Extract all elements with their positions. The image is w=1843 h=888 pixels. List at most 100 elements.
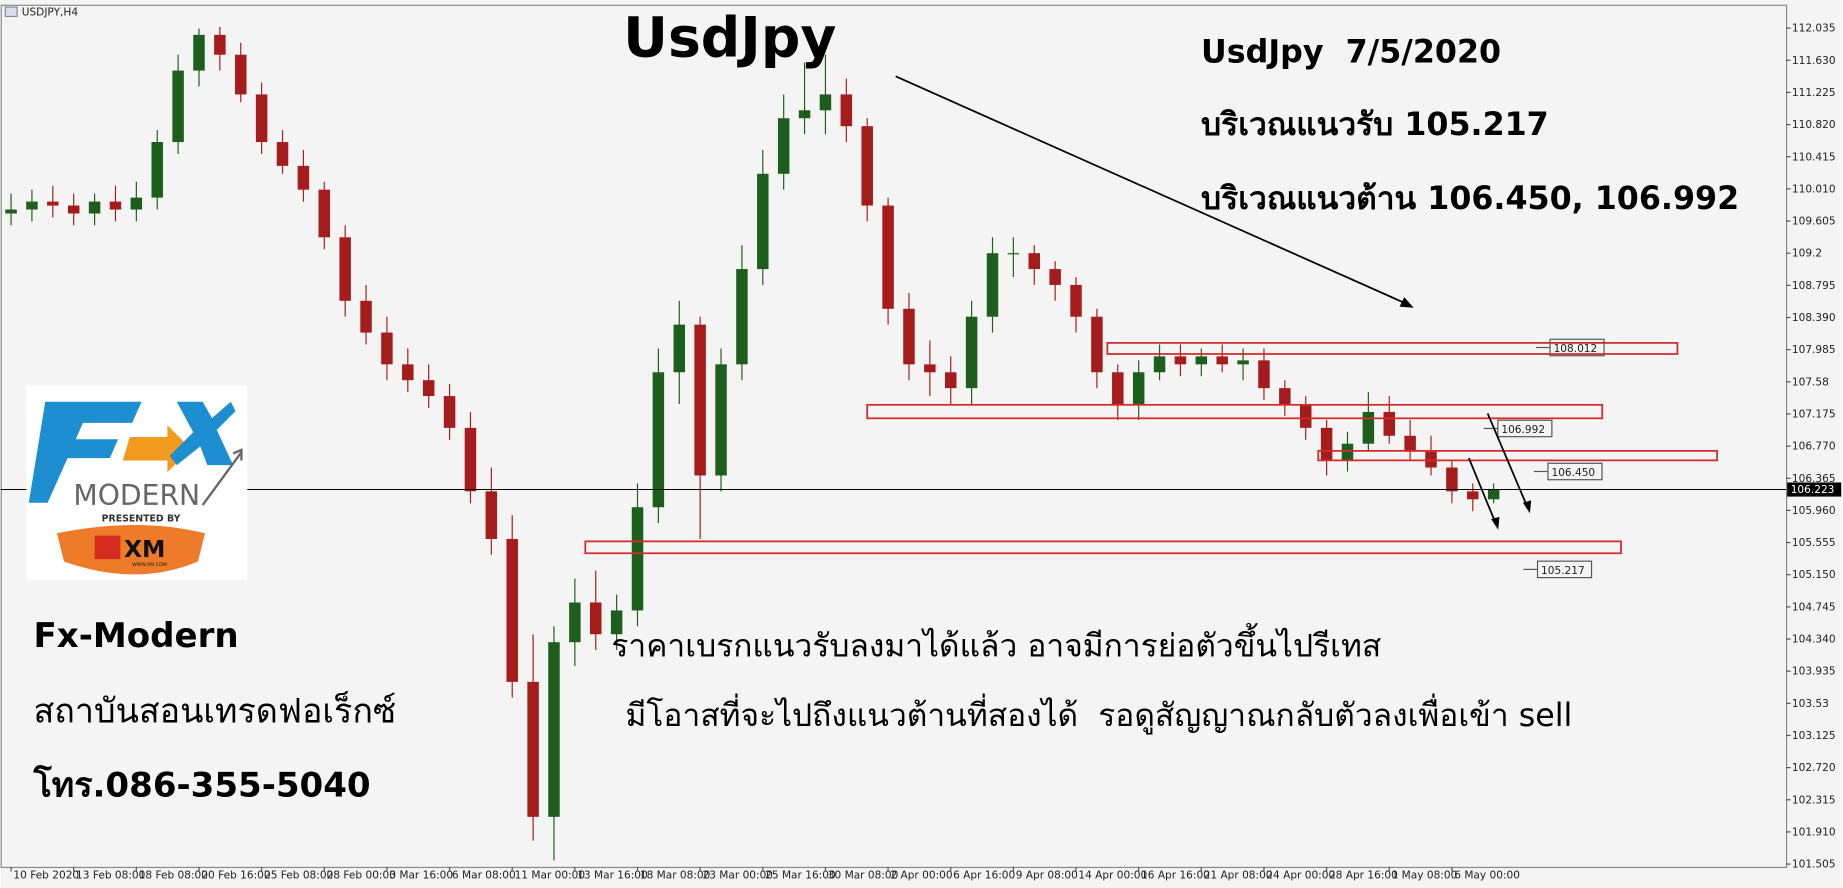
y-tick-label: 107.58 [1792, 376, 1829, 388]
x-tick-label: 16 Apr 16:00 [1141, 870, 1210, 882]
y-tick-label: 107.985 [1792, 344, 1836, 356]
candle-body [1195, 356, 1208, 365]
x-tick-label: 18 Mar 08:00 [640, 870, 711, 882]
y-tick-label: 104.340 [1792, 634, 1836, 646]
x-tick-label: 1 May 08:00 [1392, 870, 1458, 882]
candle-body [548, 642, 560, 817]
y-tick-label: 105.960 [1792, 505, 1836, 517]
x-tick-label: 23 Mar 00:00 [703, 870, 774, 882]
candle-body [1362, 411, 1375, 444]
candle-body [318, 189, 331, 238]
candle-body [527, 681, 539, 817]
x-tick-label: 24 Apr 00:00 [1266, 870, 1335, 882]
candle-body [1279, 388, 1291, 405]
candle-body [1446, 467, 1458, 492]
y-tick-label: 102.315 [1792, 794, 1836, 806]
y-tick-label: 106.770 [1792, 441, 1836, 453]
plot: 112.035 111.630 111.225 110.820 110.415 110.0… [0, 23, 1842, 882]
y-tick-label: 101.910 [1792, 826, 1836, 838]
candle-body [506, 538, 518, 682]
x-tick-label: 6 May 00:00 [1454, 870, 1520, 882]
candle-body [1091, 316, 1103, 373]
zone-label-box [1536, 560, 1593, 579]
candle-body [88, 201, 101, 214]
candle-body [235, 54, 247, 95]
logo-swoosh [201, 448, 243, 506]
logo-xm-icon [94, 535, 121, 560]
candle-body [443, 396, 456, 428]
x-tick-label: 11 Mar 00:00 [515, 870, 586, 882]
y-tick-label: 111.225 [1792, 87, 1836, 99]
arrow [895, 75, 1411, 307]
candle-body [986, 253, 999, 317]
candle-body [673, 324, 686, 373]
arrow [1486, 413, 1529, 508]
candle-body [130, 197, 143, 210]
logo: FX MODERN PRESENTED BY XM WWW.XM.COM [26, 385, 248, 581]
candle-body [1070, 284, 1082, 317]
candle-body [944, 372, 957, 389]
candle-body [861, 126, 873, 206]
candle-body [1467, 491, 1479, 500]
y-tick-label: 104.745 [1792, 601, 1836, 613]
candle-body [631, 507, 644, 611]
candle-body [652, 372, 665, 508]
x-tick-label: 13 Mar 16:00 [577, 870, 648, 882]
logo-name: MODERN [73, 479, 200, 512]
candle-body [276, 142, 289, 166]
current-price-label: 106.223 [1791, 484, 1835, 496]
candle-body [67, 205, 80, 214]
arrow-head [1522, 500, 1532, 514]
candle-body [965, 316, 978, 389]
plot-frame [0, 4, 1788, 869]
y-tick-label: 111.630 [1792, 55, 1836, 67]
x-tick-label: 6 Apr 16:00 [953, 870, 1015, 882]
candle-body [715, 364, 727, 476]
x-tick-label: 21 Apr 08:00 [1204, 870, 1273, 882]
y-tick-label: 105.150 [1792, 569, 1836, 581]
candle-body [840, 94, 853, 127]
y-tick-label: 107.175 [1792, 408, 1836, 420]
candle-body [736, 269, 748, 365]
x-tick-label: 3 Mar 16:00 [389, 870, 453, 882]
candle-body [694, 324, 706, 476]
logo-band [56, 525, 205, 575]
candle-body [1112, 372, 1124, 405]
candle-body [1299, 404, 1312, 428]
x-tick-label: 25 Feb 08:00 [264, 870, 334, 882]
candle-body [777, 118, 790, 174]
x-tick-label: 28 Apr 16:00 [1329, 870, 1398, 882]
zone-label: 106.992 [1501, 424, 1545, 436]
x-tick-label: 25 Mar 16:00 [765, 870, 836, 882]
candle-body [172, 70, 184, 143]
y-tick-label: 110.415 [1792, 151, 1836, 163]
logo-sponsor: XM [124, 535, 165, 563]
support-note: บริเวณแนวรับ 105.217 [1201, 107, 1549, 143]
candle-body [5, 209, 17, 214]
y-tick-label: 110.820 [1792, 119, 1836, 131]
current-price-box [1787, 482, 1842, 497]
candle-body [819, 94, 832, 111]
logo-presented: PRESENTED BY [102, 514, 181, 525]
zone-label-box [1547, 462, 1603, 481]
candle-body [47, 201, 59, 206]
x-tick-label: 9 Apr 08:00 [1016, 870, 1078, 882]
chart-title: UsdJpy [623, 6, 836, 70]
y-tick-label: 108.795 [1792, 280, 1836, 292]
y-tick-label: 103.125 [1792, 730, 1836, 742]
candle-body [1404, 435, 1416, 452]
x-tick-label: 2 Apr 00:00 [890, 870, 952, 882]
x-tick-label: 13 Feb 08:00 [76, 870, 146, 882]
candle-body [1007, 253, 1020, 255]
x-tick-label: 18 Feb 08:00 [139, 870, 209, 882]
candle-body [109, 201, 122, 210]
y-tick-label: 106.365 [1792, 473, 1836, 485]
logo-x [169, 401, 236, 466]
zone [1317, 449, 1718, 462]
candle-body [1132, 372, 1145, 405]
brand: Fx-Modern [34, 616, 239, 656]
x-tick-label: 10 Feb 2020 [13, 870, 79, 882]
candle-body [214, 34, 226, 55]
arrow-head [1399, 297, 1414, 308]
